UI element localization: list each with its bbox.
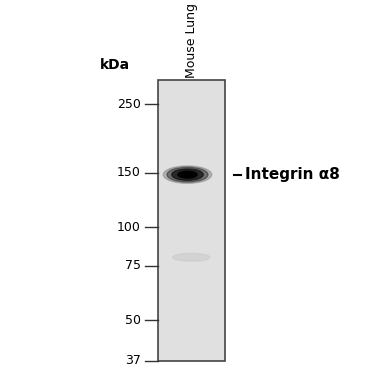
Ellipse shape (167, 167, 208, 182)
Text: 250: 250 (117, 98, 141, 111)
Ellipse shape (172, 169, 203, 180)
Text: 100: 100 (117, 221, 141, 234)
Text: 150: 150 (117, 166, 141, 179)
Text: kDa: kDa (100, 58, 130, 72)
Ellipse shape (178, 171, 197, 178)
Text: 75: 75 (125, 260, 141, 273)
Text: Mouse Lung: Mouse Lung (185, 3, 198, 78)
Bar (158, 80, 225, 361)
Text: 50: 50 (125, 314, 141, 327)
Ellipse shape (172, 254, 210, 261)
Text: 37: 37 (125, 354, 141, 368)
Ellipse shape (163, 166, 212, 183)
Ellipse shape (183, 173, 192, 176)
Text: Integrin α8: Integrin α8 (245, 167, 340, 182)
